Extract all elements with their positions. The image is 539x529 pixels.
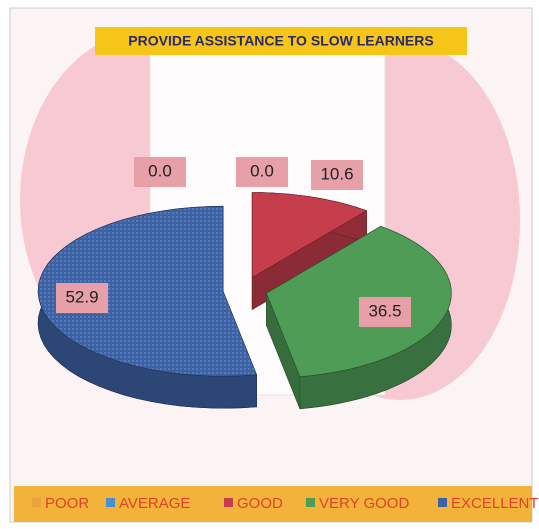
legend-swatch — [306, 498, 315, 507]
legend-label: EXCELLENT — [451, 495, 539, 512]
chart: PROVIDE ASSISTANCE TO SLOW LEARNERS 0.0 0… — [0, 0, 539, 529]
data-label: 10.6 — [320, 164, 353, 183]
legend-label: AVERAGE — [119, 495, 190, 512]
data-label: 36.5 — [368, 301, 401, 320]
data-label: 52.9 — [65, 287, 98, 306]
legend-swatch — [32, 498, 41, 507]
legend-label: GOOD — [237, 495, 283, 512]
legend-swatch — [106, 498, 115, 507]
legend-label: POOR — [45, 495, 89, 512]
data-label: 0.0 — [250, 161, 274, 180]
legend-swatch — [438, 498, 447, 507]
legend-label: VERY GOOD — [319, 495, 409, 512]
page: {"chart_data": {"type": "pie3d", "title"… — [0, 0, 539, 529]
data-label: 0.0 — [148, 161, 172, 180]
legend-swatch — [224, 498, 233, 507]
chart-title: PROVIDE ASSISTANCE TO SLOW LEARNERS — [128, 33, 433, 49]
